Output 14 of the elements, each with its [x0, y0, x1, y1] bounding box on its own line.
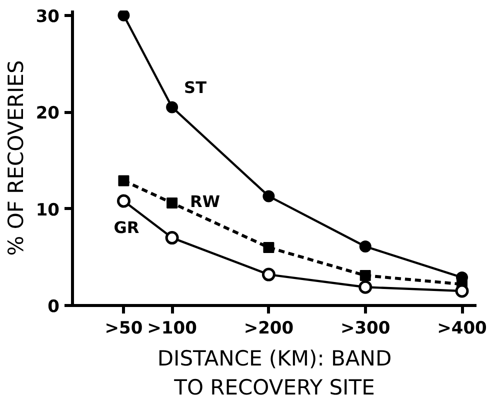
x-tick-label: >50: [104, 318, 143, 338]
y-tick-label: 30: [36, 6, 60, 27]
y-axis-title: % OF RECOVERIES: [4, 60, 28, 256]
series-label: ST: [184, 78, 207, 98]
x-tick-label: >100: [147, 318, 198, 338]
x-tick-label: >200: [244, 318, 294, 338]
y-tick-label: 0: [48, 297, 60, 317]
y-tick-label: 10: [36, 200, 60, 220]
x-axis-title: DISTANCE (KM): BAND TO RECOVERY SITE: [157, 346, 392, 400]
series-label: RW: [190, 192, 220, 211]
x-tick-label: >400: [437, 318, 488, 338]
x-tick-label: >300: [340, 318, 390, 338]
y-tick-label: 20: [36, 104, 60, 124]
series-label: GR: [114, 218, 140, 238]
